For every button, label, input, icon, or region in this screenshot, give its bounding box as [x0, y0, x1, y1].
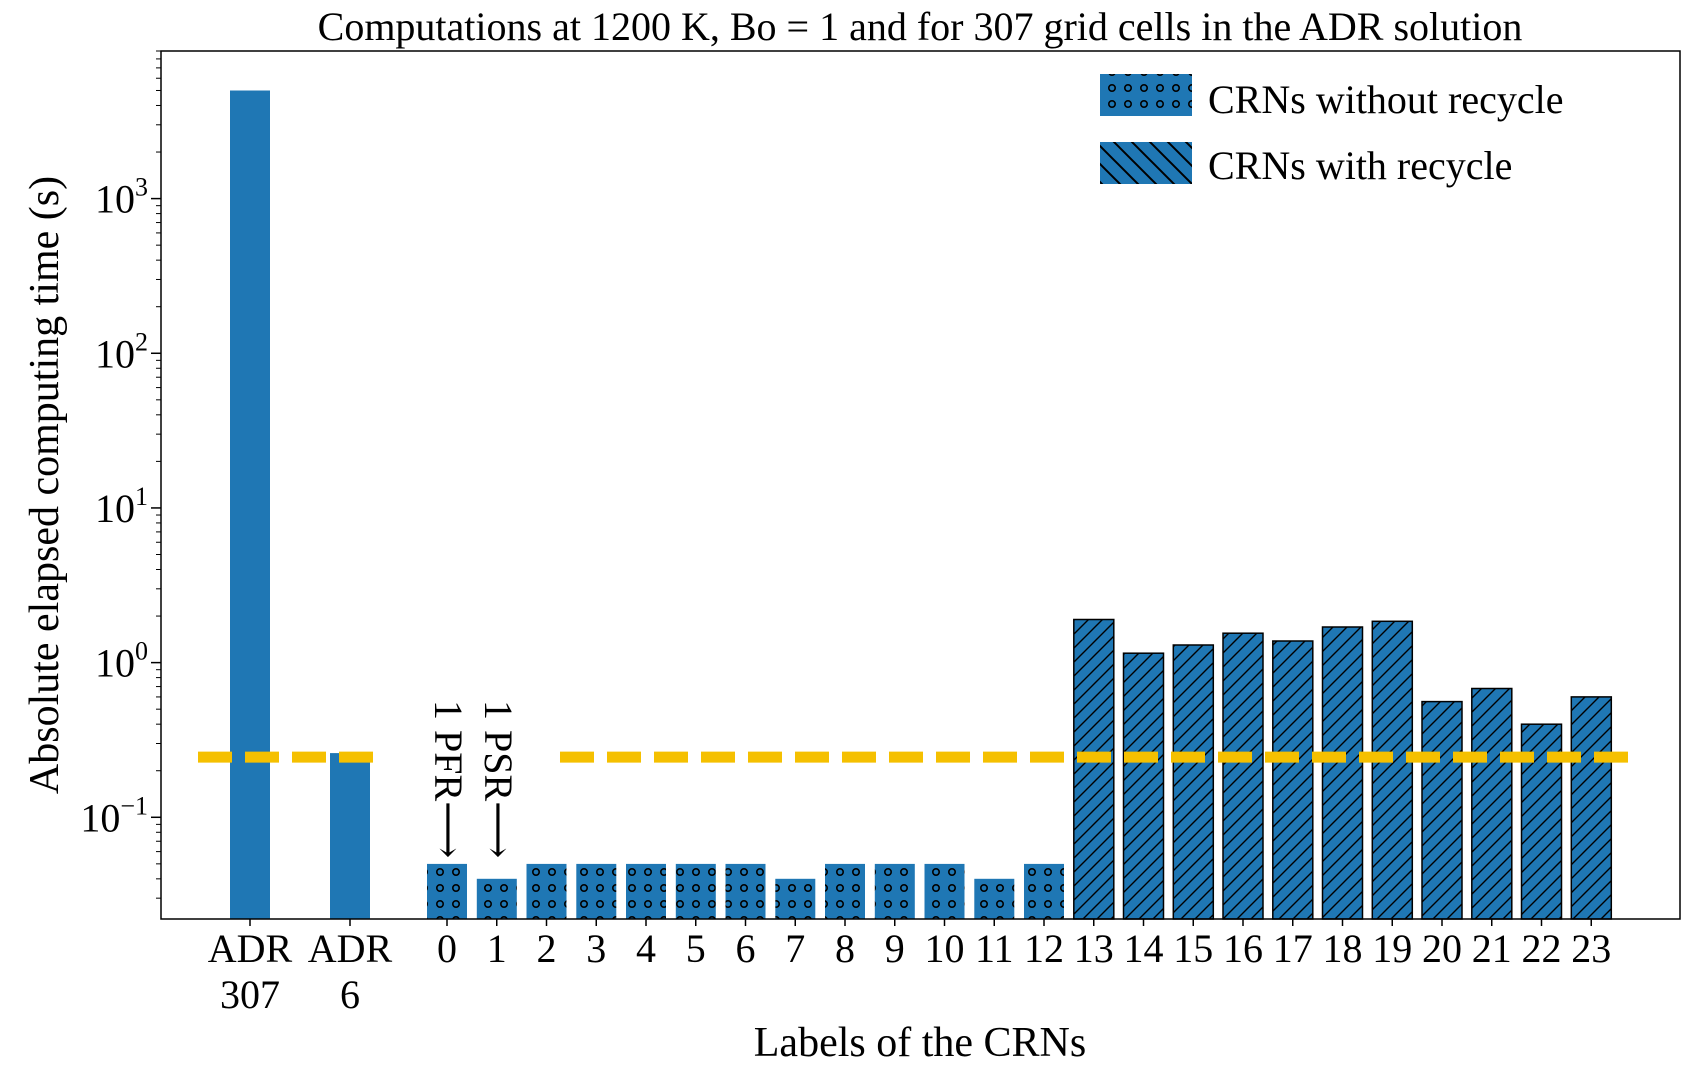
bar-ADR-307	[230, 90, 270, 919]
x-tick-label: 15	[1173, 926, 1213, 971]
x-tick-label: 10	[925, 926, 965, 971]
bar-0	[427, 863, 467, 919]
x-tick-label: 0	[437, 926, 457, 971]
bar-14	[1122, 652, 1165, 920]
bar-ADR-6	[330, 753, 370, 919]
bar-23	[1570, 696, 1613, 920]
bar-9	[874, 863, 915, 919]
x-tick-label: 16	[1223, 926, 1263, 971]
annotation-label: 1 PFR⟶	[426, 700, 471, 859]
x-tick-label: 8	[835, 926, 855, 971]
y-axis-title: Absolute elapsed computing time (s)	[22, 176, 68, 794]
bar-4	[626, 863, 666, 919]
y-tick-label: 102	[95, 327, 148, 376]
bar-1	[476, 878, 517, 919]
bar-15	[1172, 644, 1215, 920]
x-tick-label: 18	[1323, 926, 1363, 971]
y-axis: 10−1 100 101 102 103	[80, 50, 161, 899]
legend: CRNs without recycle CRNs with recycle	[1100, 74, 1564, 188]
legend-swatch-dots	[1100, 74, 1192, 116]
x-tick-label: 3	[586, 926, 606, 971]
x-tick-label: ADR	[208, 926, 293, 971]
bar-12	[1024, 863, 1064, 919]
bar-13	[1073, 618, 1115, 920]
x-tick-label: 13	[1074, 926, 1114, 971]
bar-18	[1321, 626, 1364, 920]
x-tick-label: 2	[537, 926, 557, 971]
bar-2	[526, 863, 567, 919]
x-tick-label: 17	[1273, 926, 1313, 971]
x-axis-title: Labels of the CRNs	[754, 1020, 1086, 1066]
legend-label-with-recycle: CRNs with recycle	[1208, 143, 1512, 188]
chart-title: Computations at 1200 K, Bo = 1 and for 3…	[318, 4, 1523, 49]
axes-frame	[160, 50, 1681, 920]
x-tick-label: 6	[736, 926, 756, 971]
bar-8	[825, 863, 865, 919]
x-tick-label: 5	[686, 926, 706, 971]
annotation-label: 1 PSR⟶	[476, 700, 521, 859]
x-tick-label: 22	[1522, 926, 1562, 971]
x-tick-label: 7	[785, 926, 805, 971]
x-tick-label: 11	[975, 926, 1014, 971]
x-tick-label-line2: 6	[340, 972, 360, 1017]
y-tick-label: 10−1	[80, 791, 148, 840]
bar-10	[924, 863, 965, 919]
bar-5	[675, 863, 716, 919]
bar-7	[775, 878, 816, 919]
bar-3	[576, 863, 617, 919]
bar-11	[974, 878, 1015, 919]
legend-swatch-hatch	[1100, 142, 1192, 184]
x-tick-label: 23	[1571, 926, 1611, 971]
x-tick-label: ADR	[308, 926, 393, 971]
bar-20	[1421, 700, 1463, 920]
x-tick-label: 14	[1124, 926, 1164, 971]
x-tick-label: 21	[1472, 926, 1512, 971]
bar-19	[1371, 620, 1414, 920]
x-tick-label: 9	[885, 926, 905, 971]
x-tick-label-line2: 307	[220, 972, 280, 1017]
y-tick-label: 103	[95, 173, 148, 222]
bar-21	[1471, 687, 1513, 920]
x-tick-label: 12	[1024, 926, 1064, 971]
bar-16	[1222, 632, 1264, 920]
y-tick-label: 101	[95, 482, 148, 531]
x-tick-label: 1	[487, 926, 507, 971]
y-tick-label: 100	[95, 637, 148, 686]
legend-label-without-recycle: CRNs without recycle	[1208, 77, 1564, 122]
x-tick-label: 19	[1372, 926, 1412, 971]
annotations: 1 PFR⟶ 1 PSR⟶	[426, 700, 521, 859]
bar-17	[1272, 640, 1314, 920]
bar-6	[725, 863, 766, 919]
x-tick-label: 20	[1422, 926, 1462, 971]
x-tick-label: 4	[636, 926, 656, 971]
